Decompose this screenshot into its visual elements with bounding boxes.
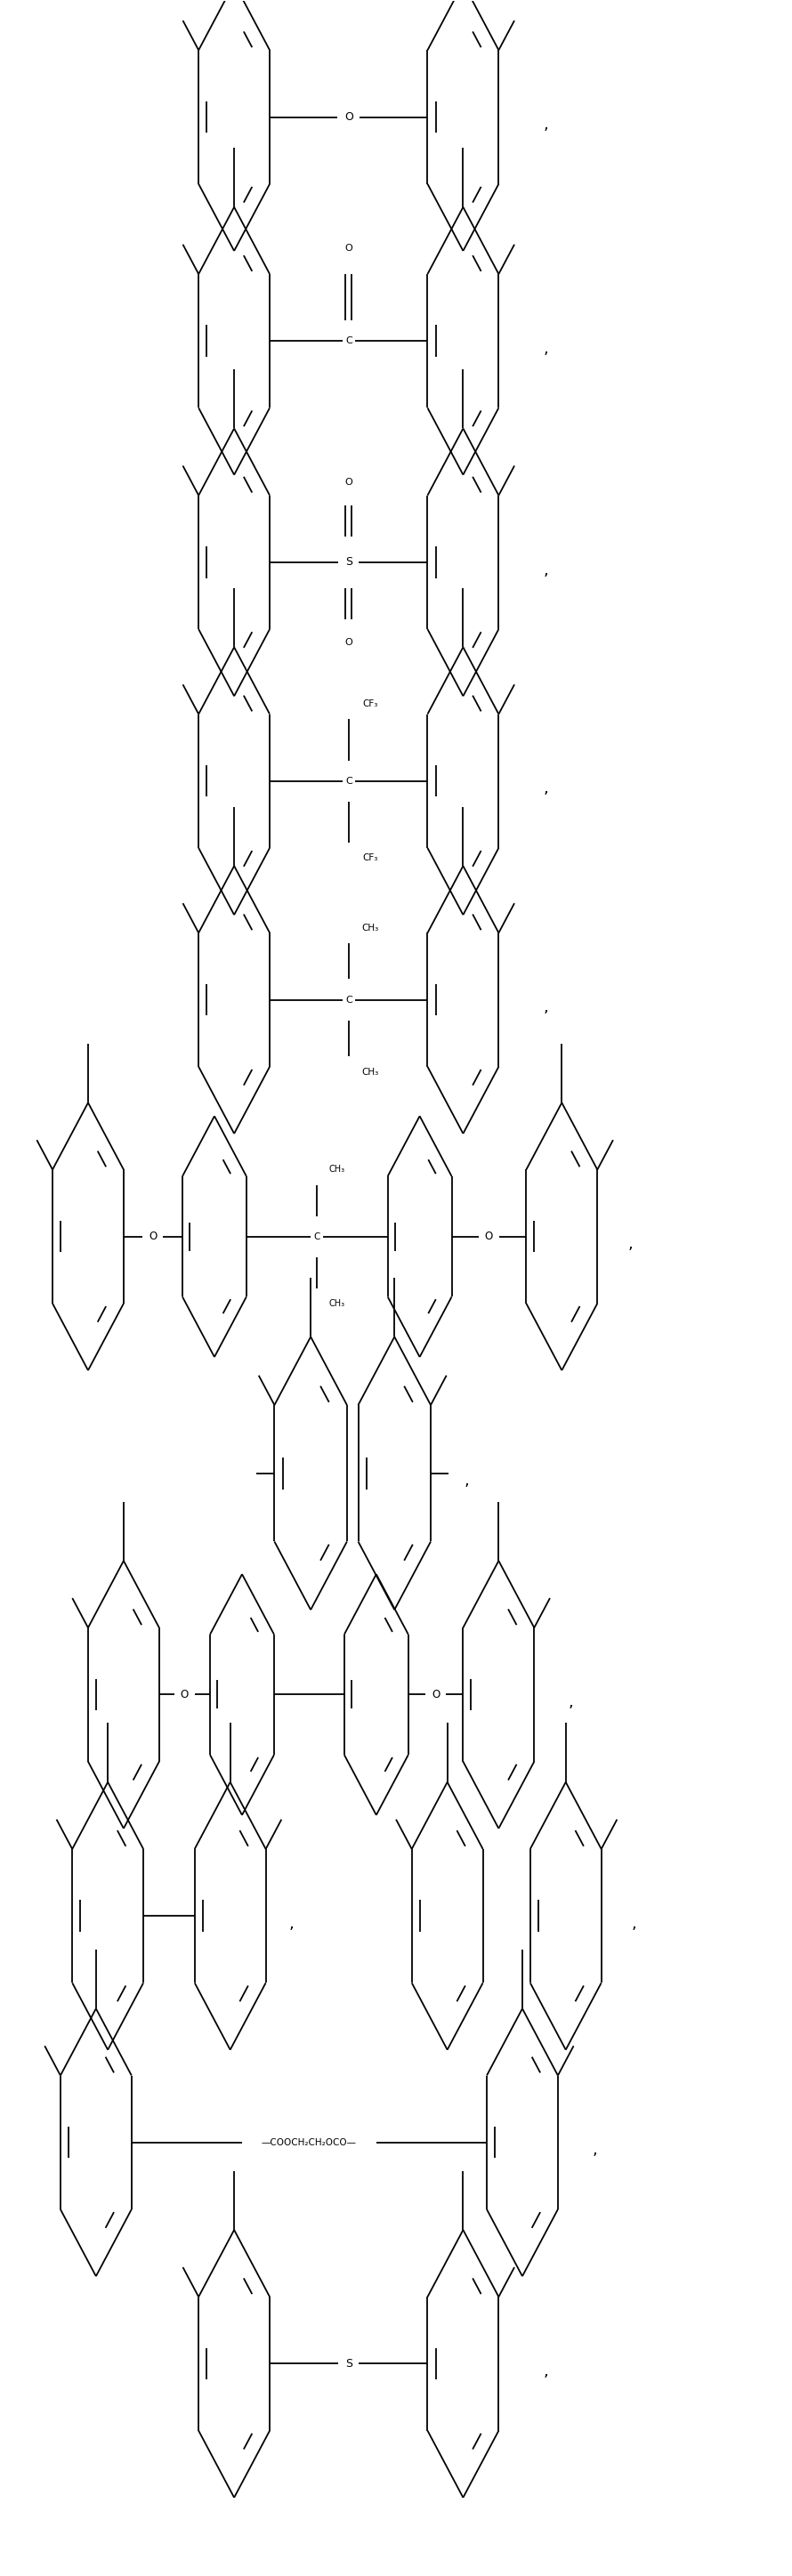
Text: C: C <box>345 775 352 786</box>
Text: C: C <box>345 337 352 345</box>
Text: ,: , <box>632 1917 637 1932</box>
Text: ,: , <box>543 340 549 355</box>
Text: O: O <box>345 639 352 647</box>
Text: ,: , <box>592 2143 597 2159</box>
Text: S: S <box>345 556 352 569</box>
Text: O: O <box>149 1231 157 1242</box>
Text: O: O <box>432 1690 440 1700</box>
Text: ,: , <box>543 781 549 796</box>
Text: ,: , <box>569 1695 574 1710</box>
Text: C: C <box>345 994 352 1005</box>
Text: O: O <box>345 479 352 487</box>
Text: S: S <box>345 2357 352 2370</box>
Text: O: O <box>345 245 352 252</box>
Text: ,: , <box>465 1473 470 1489</box>
Text: ,: , <box>543 2362 549 2380</box>
Text: O: O <box>181 1690 188 1700</box>
Text: C: C <box>314 1231 320 1242</box>
Text: ,: , <box>628 1236 633 1252</box>
Text: ,: , <box>543 562 549 577</box>
Text: CH₃: CH₃ <box>361 1066 379 1077</box>
Text: ,: , <box>288 1917 294 1932</box>
Text: CH₃: CH₃ <box>329 1164 345 1175</box>
Text: ,: , <box>543 999 549 1015</box>
Text: O: O <box>345 111 353 124</box>
Text: O: O <box>485 1231 493 1242</box>
Text: ,: , <box>543 116 549 134</box>
Text: CH₃: CH₃ <box>329 1298 345 1309</box>
Text: —COOCH₂CH₂OCO—: —COOCH₂CH₂OCO— <box>261 2138 356 2146</box>
Text: CF₃: CF₃ <box>363 698 379 708</box>
Text: CH₃: CH₃ <box>361 922 379 933</box>
Text: CF₃: CF₃ <box>363 853 379 863</box>
